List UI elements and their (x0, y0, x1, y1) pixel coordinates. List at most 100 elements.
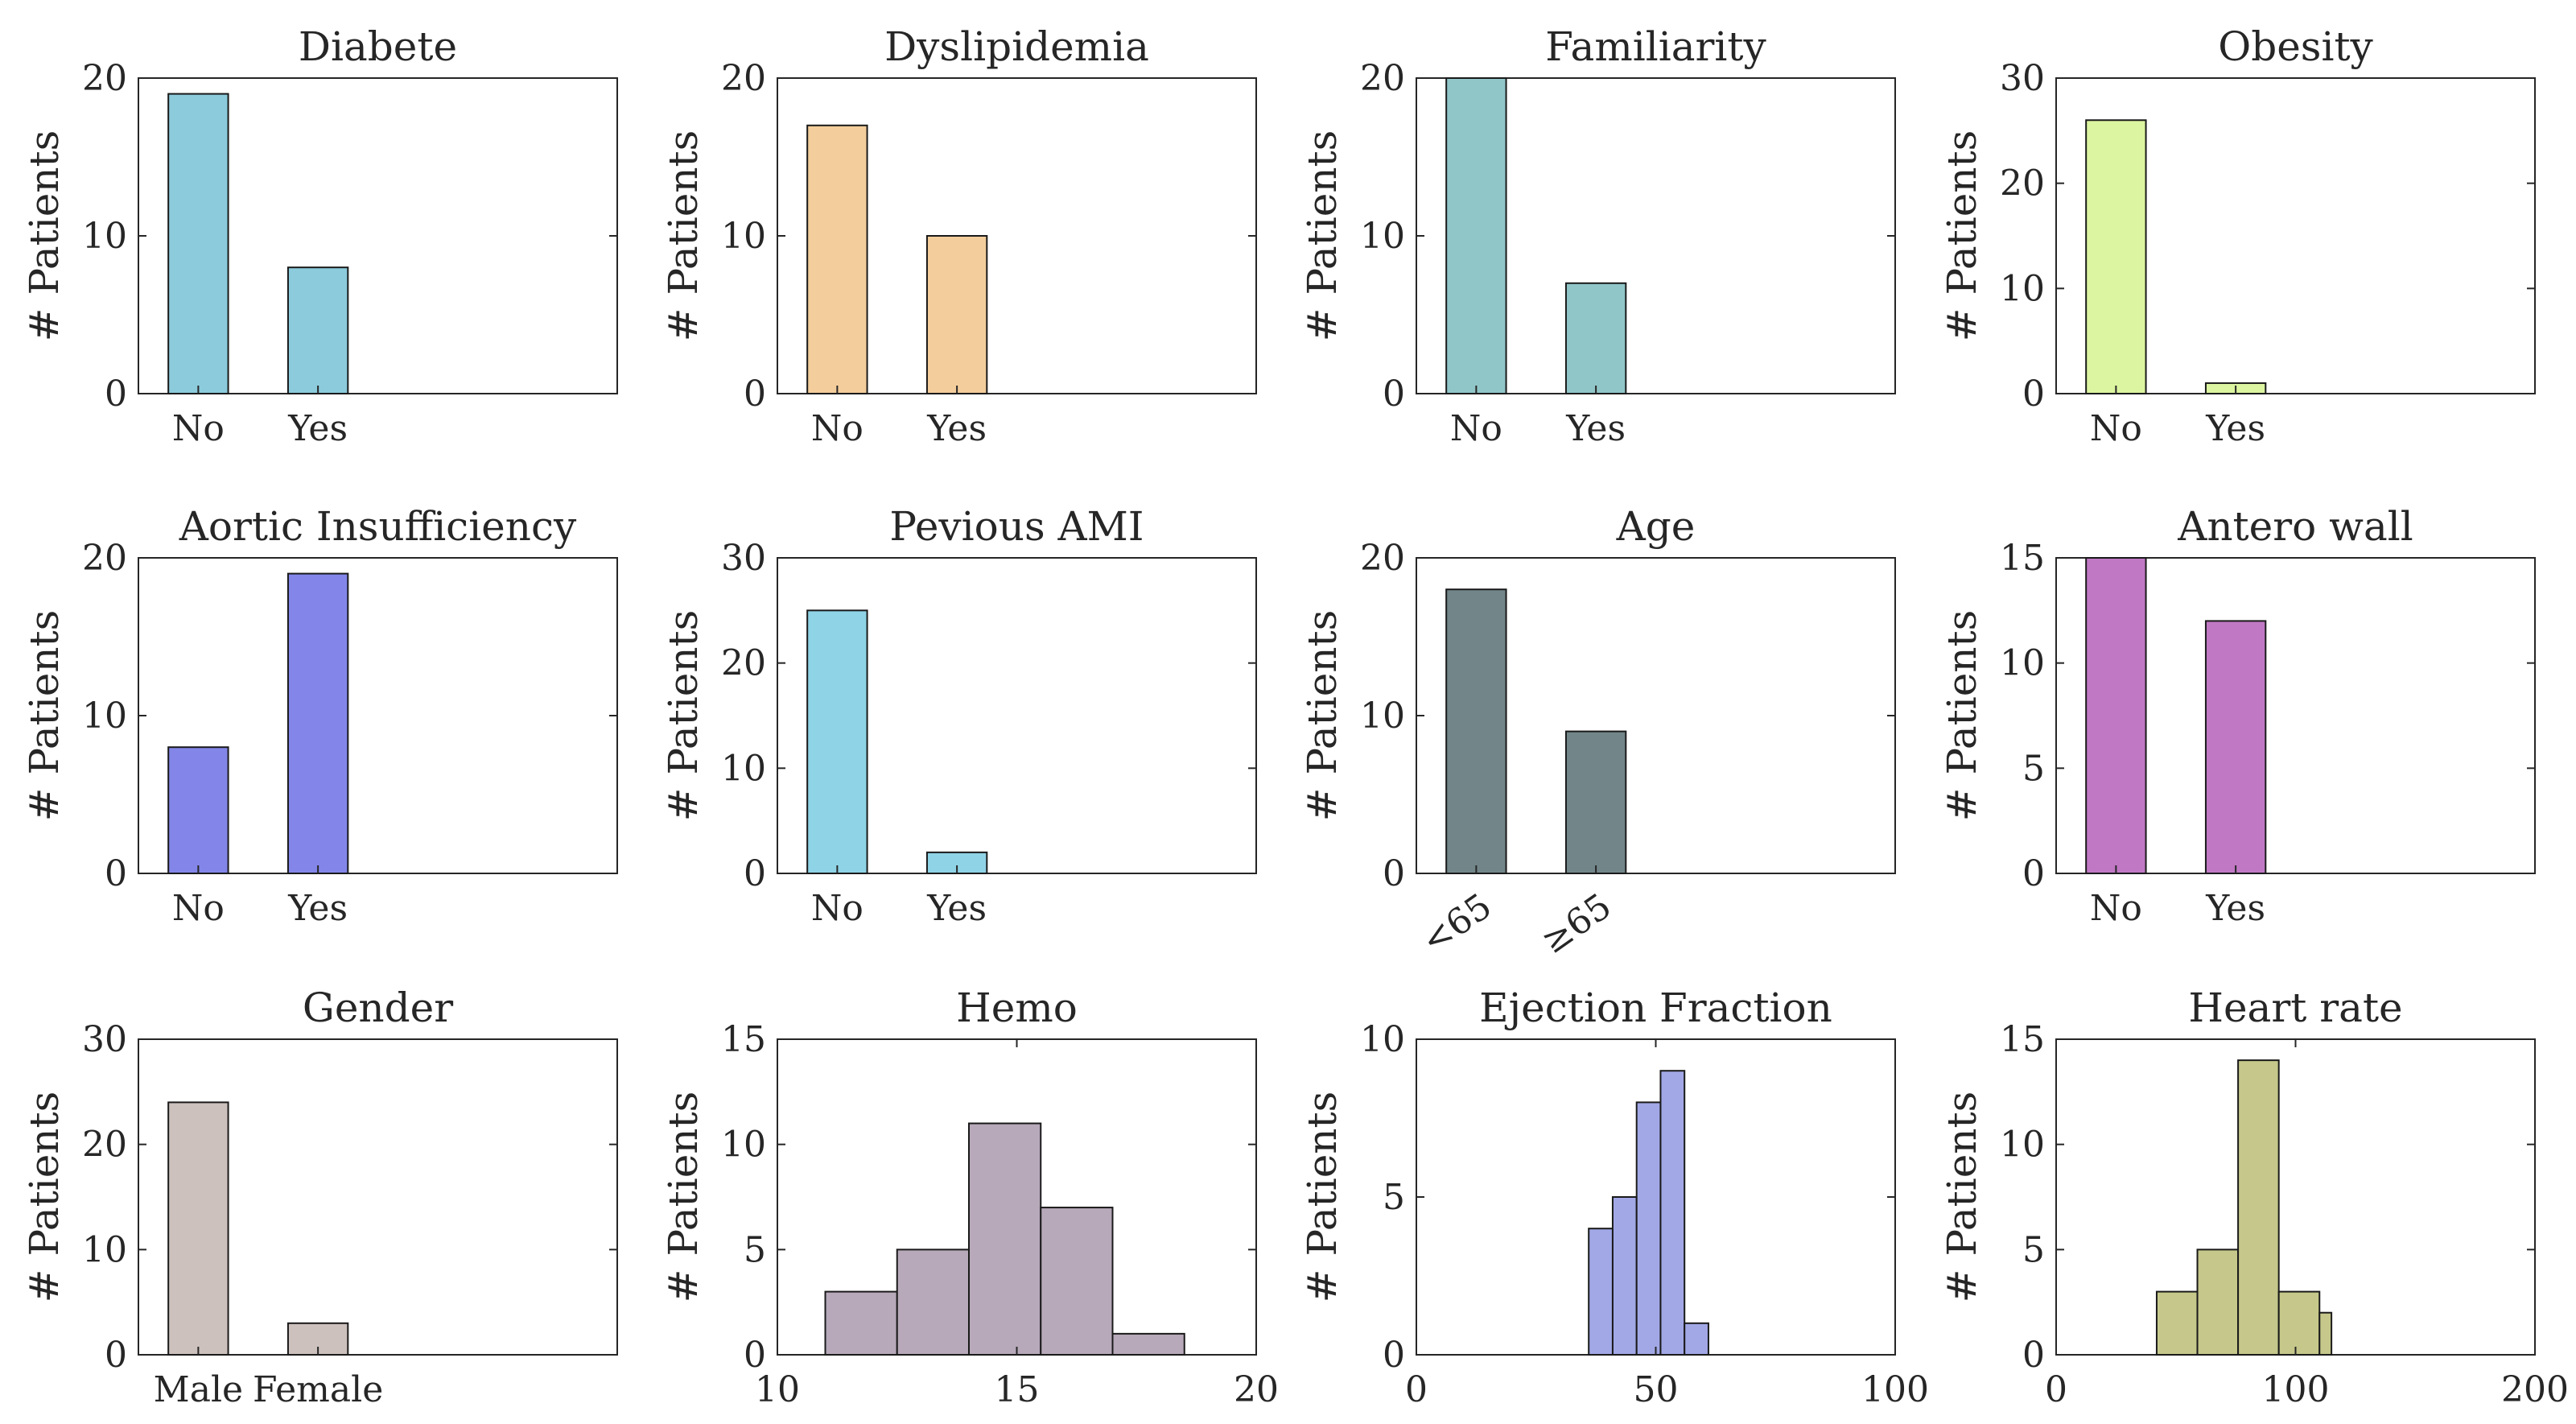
y-tick-label: 20 (82, 1125, 127, 1166)
y-tick-label: 15 (2000, 1019, 2045, 1060)
y-tick-label: 10 (82, 216, 127, 257)
subplot-1: Dyslipidemia 0 10 20 # Patients No Yes (660, 23, 1257, 449)
hist-bin-2 (1611, 1196, 1638, 1356)
subplot-11: Heart rate 0 5 10 15 # Patients 0 100 200 (1939, 984, 2569, 1410)
hist-bin-1 (1588, 1228, 1614, 1356)
x-tick-label: Yes (926, 408, 987, 449)
x-tick-label: 0 (1405, 1369, 1428, 1410)
y-tick-label: 20 (82, 538, 127, 579)
chart-title: Familiarity (1545, 23, 1766, 70)
y-tick-label: 0 (105, 853, 127, 894)
y-tick-label: 10 (1360, 1019, 1405, 1060)
bar-1 (806, 124, 868, 395)
bar-1 (2085, 557, 2147, 874)
hist-bin-5 (2318, 1311, 2333, 1356)
bar-2 (1564, 730, 1627, 874)
chart-title: Aortic Insufficiency (179, 503, 577, 550)
y-tick-label: 0 (1383, 374, 1405, 415)
y-axis-label: # Patients (1939, 130, 1985, 342)
chart-title: Dyslipidemia (884, 23, 1149, 70)
x-tick-label: 100 (1861, 1369, 1929, 1410)
bar-1 (1445, 77, 1507, 394)
y-tick-label: 30 (721, 538, 766, 579)
bar-1 (1445, 588, 1507, 874)
bar-2 (1564, 282, 1627, 394)
chart-title: Gender (303, 984, 453, 1031)
y-tick-label: 0 (2022, 374, 2045, 415)
x-tick-label: ≥65 (1534, 885, 1618, 962)
y-axis-label: # Patients (1939, 610, 1985, 822)
chart-title: Antero wall (2177, 503, 2413, 550)
chart-title: Diabete (299, 23, 457, 70)
x-tick-label: No (811, 888, 863, 929)
y-tick-label: 10 (2000, 643, 2045, 684)
x-tick-label: No (811, 408, 863, 449)
y-tick-label: 5 (1383, 1177, 1405, 1218)
bar-1 (806, 609, 868, 874)
y-tick-label: 20 (82, 58, 127, 99)
chart-title: Pevious AMI (889, 503, 1144, 550)
x-tick-label: Yes (926, 888, 987, 929)
y-tick-label: 0 (2022, 1335, 2045, 1376)
chart-title: Obesity (2218, 23, 2373, 70)
subplot-2: Familiarity 0 10 20 # Patients No Yes (1299, 23, 1896, 449)
y-axis-label: # Patients (21, 130, 68, 342)
subplot-3: Obesity 0 10 20 30 # Patients No Yes (1939, 23, 2536, 449)
chart-title: Hemo (956, 984, 1078, 1031)
y-axis-label: # Patients (1299, 1092, 1346, 1303)
hist-bin-3 (1635, 1101, 1662, 1356)
y-axis-label: # Patients (1299, 610, 1346, 822)
subplot-7: Antero wall 0 5 10 15 # Patients No Yes (1939, 503, 2536, 929)
y-tick-label: 10 (1360, 695, 1405, 737)
y-tick-label: 0 (1383, 1335, 1405, 1376)
bar-2 (925, 235, 988, 394)
y-tick-label: 0 (1383, 853, 1405, 894)
y-axis-label: # Patients (21, 1092, 68, 1303)
hist-bin-4 (1659, 1070, 1686, 1356)
hist-bin-3 (968, 1122, 1042, 1356)
subplot-5: Pevious AMI 0 10 20 30 # Patients No Yes (660, 503, 1257, 929)
y-tick-label: 10 (2000, 268, 2045, 309)
subplot-10: Ejection Fraction 0 5 10 # Patients 0 50 100 (1299, 984, 1929, 1410)
hist-bin-1 (2155, 1290, 2199, 1356)
hist-bin-4 (2277, 1290, 2321, 1356)
hist-bin-3 (2237, 1059, 2280, 1356)
y-tick-label: 5 (744, 1229, 766, 1270)
y-tick-label: 0 (2022, 853, 2045, 894)
subplot-8: Gender 0 10 20 30 # Patients Male Female (21, 984, 618, 1410)
chart-title: Ejection Fraction (1479, 984, 1832, 1031)
x-tick-label: 10 (755, 1369, 800, 1410)
subplot-4: Aortic Insufficiency 0 10 20 # Patients No Yes (21, 503, 618, 929)
y-tick-label: 20 (721, 58, 766, 99)
subplot-6: Age 0 10 20 # Patients <65 ≥65 (1299, 503, 1896, 962)
y-tick-label: 0 (744, 853, 766, 894)
x-tick-label: No (172, 408, 225, 449)
bar-2 (286, 266, 349, 395)
y-axis-label: # Patients (1939, 1092, 1985, 1303)
y-axis-label: # Patients (660, 1092, 707, 1303)
subplot-0: Diabete 0 10 20 # Patients No Yes (21, 23, 618, 449)
y-tick-label: 0 (744, 374, 766, 415)
y-tick-label: 30 (82, 1019, 127, 1060)
y-axis-label: # Patients (21, 610, 68, 822)
y-tick-label: 10 (721, 1125, 766, 1166)
x-tick-label: 20 (1234, 1369, 1279, 1410)
y-axis-label: # Patients (1299, 130, 1346, 342)
hist-bin-1 (824, 1290, 898, 1356)
x-tick-label: No (172, 888, 225, 929)
bar-1 (167, 1101, 229, 1356)
x-tick-label: Male (154, 1369, 243, 1410)
y-axis-label: # Patients (660, 610, 707, 822)
y-tick-label: 30 (2000, 58, 2045, 99)
hist-bin-5 (1111, 1332, 1185, 1356)
bar-2 (286, 572, 349, 874)
x-tick-label: Yes (287, 888, 348, 929)
x-tick-label: Female (253, 1369, 383, 1410)
x-tick-label: Yes (1565, 408, 1626, 449)
y-tick-label: 10 (721, 748, 766, 789)
y-tick-label: 20 (1360, 538, 1405, 579)
x-tick-label: Yes (2205, 408, 2265, 449)
y-tick-label: 10 (2000, 1125, 2045, 1166)
x-tick-label: <65 (1414, 885, 1498, 962)
bar-1 (167, 93, 229, 394)
